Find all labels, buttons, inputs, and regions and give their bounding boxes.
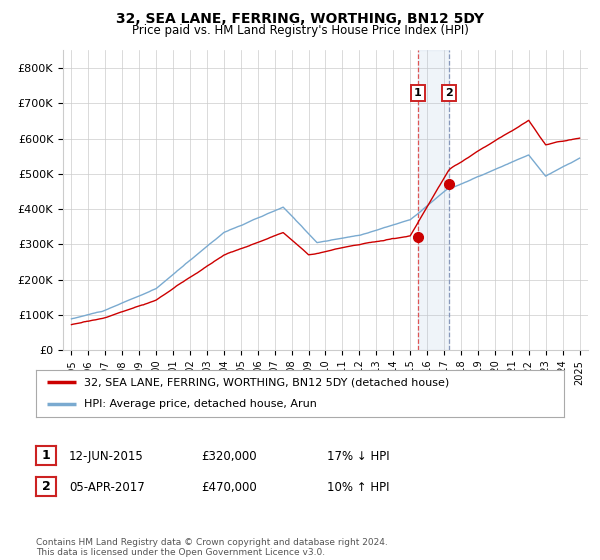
Text: 1: 1: [414, 88, 422, 97]
Text: Price paid vs. HM Land Registry's House Price Index (HPI): Price paid vs. HM Land Registry's House …: [131, 24, 469, 36]
Text: 12-JUN-2015: 12-JUN-2015: [69, 450, 144, 463]
Text: 05-APR-2017: 05-APR-2017: [69, 480, 145, 494]
Text: 2: 2: [41, 479, 50, 493]
Text: £470,000: £470,000: [201, 480, 257, 494]
Text: Contains HM Land Registry data © Crown copyright and database right 2024.
This d: Contains HM Land Registry data © Crown c…: [36, 538, 388, 557]
Text: 32, SEA LANE, FERRING, WORTHING, BN12 5DY: 32, SEA LANE, FERRING, WORTHING, BN12 5D…: [116, 12, 484, 26]
Text: 10% ↑ HPI: 10% ↑ HPI: [327, 480, 389, 494]
Text: HPI: Average price, detached house, Arun: HPI: Average price, detached house, Arun: [83, 399, 316, 409]
Bar: [418, 50, 449, 350]
Text: £320,000: £320,000: [201, 450, 257, 463]
Text: 17% ↓ HPI: 17% ↓ HPI: [327, 450, 389, 463]
Text: 2: 2: [445, 88, 452, 97]
Text: 32, SEA LANE, FERRING, WORTHING, BN12 5DY (detached house): 32, SEA LANE, FERRING, WORTHING, BN12 5D…: [83, 377, 449, 388]
Text: 1: 1: [41, 449, 50, 462]
